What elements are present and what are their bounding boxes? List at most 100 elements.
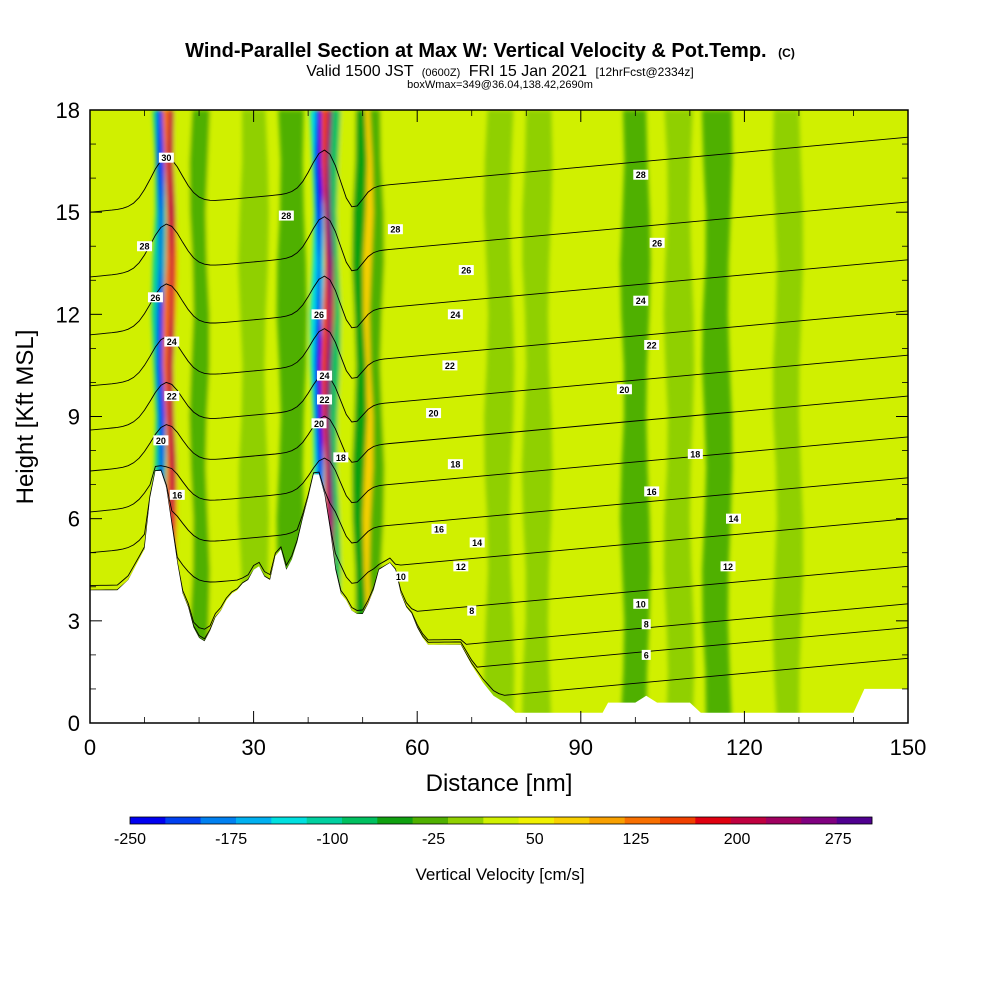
- velocity-band: [620, 110, 651, 723]
- theta-contour: [90, 354, 908, 431]
- theta-contour: [90, 201, 908, 278]
- colorbar-swatch: [448, 817, 484, 824]
- contour-label: 16: [431, 523, 447, 534]
- contour-label: 28: [137, 241, 153, 252]
- svg-text:26: 26: [461, 266, 471, 276]
- contour-label: 24: [164, 336, 180, 347]
- contour-label: 14: [725, 513, 741, 524]
- svg-text:22: 22: [647, 340, 657, 350]
- colorbar-tick-label: 125: [623, 831, 650, 848]
- contour-label: 26: [311, 309, 327, 320]
- contour-label: 18: [687, 448, 703, 459]
- contour-label: 20: [311, 418, 327, 429]
- svg-text:26: 26: [150, 293, 160, 303]
- subtitle-forecast: [12hrFcst@2334z]: [595, 65, 693, 79]
- theta-contour: [90, 395, 908, 472]
- colorbar-swatch: [483, 817, 519, 824]
- svg-text:26: 26: [314, 310, 324, 320]
- y-axis-label: Height [Kft MSL]: [12, 330, 39, 505]
- colorbar-swatch: [730, 817, 767, 824]
- velocity-band: [205, 110, 237, 723]
- colorbar-swatch: [624, 817, 661, 824]
- svg-text:28: 28: [636, 170, 646, 180]
- svg-text:26: 26: [652, 238, 662, 248]
- colorbar-swatch: [801, 817, 837, 824]
- contour-label: 24: [316, 370, 332, 381]
- contour-label: 28: [278, 210, 294, 221]
- colorbar-label: Vertical Velocity [cm/s]: [415, 865, 584, 884]
- contour-label: 24: [633, 295, 649, 306]
- svg-text:14: 14: [472, 538, 482, 548]
- theta-contours: [90, 136, 908, 696]
- svg-text:28: 28: [390, 225, 400, 235]
- svg-text:24: 24: [636, 296, 646, 306]
- svg-text:20: 20: [156, 436, 166, 446]
- contour-label: 28: [633, 169, 649, 180]
- colorbar-swatch: [766, 817, 802, 824]
- colorbar-swatch: [412, 817, 449, 824]
- contour-label: 26: [147, 292, 163, 303]
- svg-text:8: 8: [644, 620, 649, 630]
- velocity-band: [663, 110, 695, 723]
- svg-text:10: 10: [396, 572, 406, 582]
- svg-text:Valid 1500 JST (0600Z): Valid 1500 JST (0600Z) FRI 15 Jan 2021 […: [306, 63, 693, 80]
- svg-text:20: 20: [314, 419, 324, 429]
- svg-text:12: 12: [723, 562, 733, 572]
- contour-label: 8: [641, 619, 651, 630]
- theta-contour: [90, 310, 908, 387]
- contour-label: 28: [387, 224, 403, 235]
- contour-label: 22: [442, 360, 458, 371]
- colorbar-tick-label: 275: [825, 831, 852, 848]
- colorbar-swatch: [695, 817, 731, 824]
- svg-text:14: 14: [728, 514, 738, 524]
- theta-contour: [90, 259, 908, 336]
- y-tick-label: 6: [68, 507, 80, 532]
- contour-label: 10: [633, 598, 649, 609]
- svg-text:20: 20: [619, 385, 629, 395]
- svg-text:24: 24: [319, 371, 329, 381]
- svg-text:16: 16: [434, 524, 444, 534]
- svg-text:12: 12: [456, 562, 466, 572]
- x-axis-label: Distance [nm]: [426, 770, 573, 797]
- chart-title-mark: (C): [778, 46, 795, 60]
- y-tick-label: 3: [68, 609, 80, 634]
- contour-label: 12: [720, 561, 736, 572]
- plot-area: 6 8 8 10 10 12 12 14 14 16 16 16 18 18 18 20 20 20 20 22 22 2…: [90, 110, 908, 723]
- y-tick-label: 0: [68, 711, 80, 736]
- colorbar-swatch: [836, 817, 873, 824]
- velocity-band: [238, 110, 269, 723]
- colorbar-swatch: [377, 817, 413, 824]
- contour-label: 10: [393, 571, 409, 582]
- svg-text:24: 24: [167, 337, 177, 347]
- velocity-band: [701, 110, 733, 723]
- contour-label: 18: [447, 459, 463, 470]
- colorbar-swatch: [236, 817, 272, 824]
- y-tick-label: 15: [56, 200, 80, 225]
- contour-label: 14: [469, 537, 485, 548]
- contour-label: 22: [316, 394, 332, 405]
- colorbar-swatch: [271, 817, 307, 824]
- contour-label: 26: [458, 265, 474, 276]
- x-tick-label: 0: [84, 735, 96, 760]
- velocity-band: [483, 110, 515, 723]
- velocity-band: [772, 110, 804, 723]
- contour-label: 8: [467, 605, 477, 616]
- subtitle-utc: (0600Z): [422, 67, 461, 79]
- colorbar-tick-label: -175: [215, 831, 247, 848]
- colorbar-tick-label: -25: [422, 831, 445, 848]
- colorbar-swatch: [554, 817, 590, 824]
- subtitle-date: FRI 15 Jan 2021: [469, 63, 587, 80]
- contour-label: 12: [453, 561, 469, 572]
- y-tick-label: 18: [56, 98, 80, 123]
- contour-label: 6: [641, 649, 651, 660]
- svg-text:30: 30: [161, 153, 171, 163]
- x-tick-label: 90: [569, 735, 593, 760]
- velocity-band: [521, 110, 553, 723]
- theta-contour: [90, 478, 908, 630]
- colorbar-swatch: [518, 817, 555, 824]
- subtitle-valid: Valid 1500 JST: [306, 63, 414, 80]
- info-line: boxWmax=349@36.04,138.42,2690m: [407, 79, 593, 91]
- velocity-bands: [151, 110, 880, 723]
- colorbar-tick-label: -250: [114, 831, 146, 848]
